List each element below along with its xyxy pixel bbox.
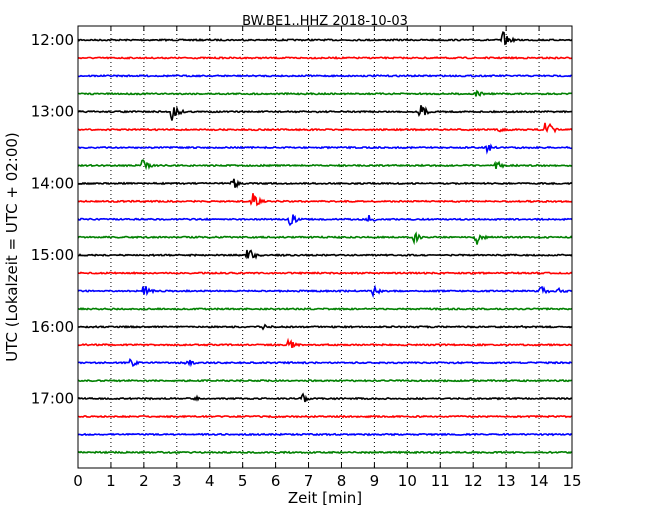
x-tick-label: 10 [398, 472, 417, 490]
trace-1615 [77, 337, 573, 349]
x-tick-label: 11 [431, 472, 450, 490]
x-axis-ticks: 0 1 2 3 4 5 6 7 8 9 10 11 12 13 14 15 [73, 26, 582, 490]
trace-1200 [77, 31, 573, 46]
trace-1630 [77, 357, 573, 368]
x-tick-label: 8 [337, 472, 347, 490]
x-tick-label: 4 [205, 472, 215, 490]
x-tick-label: 12 [464, 472, 483, 490]
x-tick-label: 6 [271, 472, 281, 490]
trace-1300 [77, 105, 573, 121]
trace-1330 [77, 143, 573, 155]
trace-1400 [77, 178, 573, 189]
y-axis-label: UTC (Lokalzeit = UTC + 02:00) [3, 132, 21, 362]
trace-1215 [77, 55, 573, 60]
trace-1545 [78, 307, 573, 311]
y-axis-ticks: 12:00 13:00 14:00 15:00 16:00 17:00 [31, 31, 572, 408]
x-tick-label: 13 [497, 472, 516, 490]
y-tick-label: 12:00 [31, 31, 74, 49]
y-tick-label: 16:00 [31, 318, 74, 336]
seismic-traces [77, 31, 573, 455]
trace-1715 [78, 414, 573, 419]
plot-frame [77, 25, 573, 469]
trace-1500 [77, 249, 573, 260]
x-tick-label: 1 [106, 472, 116, 490]
trace-1445 [77, 231, 573, 246]
y-tick-label: 13:00 [31, 103, 74, 121]
x-tick-label: 3 [172, 472, 182, 490]
y-tick-label: 15:00 [31, 246, 74, 264]
trace-1230 [78, 73, 573, 78]
x-tick-label: 7 [304, 472, 314, 490]
x-tick-label: 15 [562, 472, 581, 490]
x-tick-label: 2 [139, 472, 149, 490]
trace-1745 [77, 450, 573, 455]
x-tick-label: 5 [238, 472, 248, 490]
trace-1415 [77, 193, 573, 207]
trace-1245 [77, 89, 572, 97]
trace-1515 [78, 271, 573, 276]
trace-1645 [77, 378, 573, 383]
trace-1315 [77, 122, 573, 134]
x-tick-label: 0 [73, 472, 83, 490]
trace-1430 [77, 214, 573, 227]
trace-1730 [77, 432, 573, 437]
y-tick-label: 17:00 [31, 390, 74, 408]
trace-1530 [77, 284, 573, 299]
y-tick-label: 14:00 [31, 174, 74, 192]
trace-1600 [77, 323, 573, 331]
x-tick-label: 9 [370, 472, 380, 490]
x-axis-label: Zeit [min] [288, 489, 362, 507]
x-tick-label: 14 [530, 472, 549, 490]
chart-title: BW.BE1..HHZ 2018-10-03 [242, 14, 408, 29]
trace-1345 [77, 159, 573, 171]
vertical-grid [110, 26, 540, 468]
trace-1700 [77, 392, 572, 403]
